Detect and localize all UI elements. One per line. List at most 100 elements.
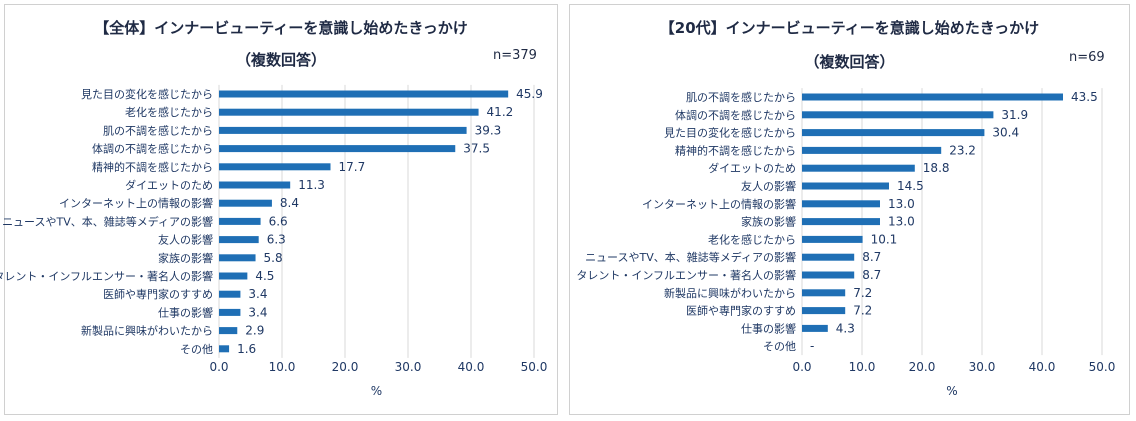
bar — [802, 182, 889, 190]
category-label: 医師や専門家のすすめ — [103, 287, 213, 301]
category-label: 新製品に興味がわいたから — [81, 324, 213, 338]
category-label: 家族の影響 — [158, 251, 213, 265]
chart-subtitle: （複数回答） — [804, 53, 895, 71]
x-tick-label: 10.0 — [849, 360, 876, 374]
bar — [219, 145, 456, 153]
x-tick-label: 20.0 — [909, 360, 936, 374]
value-label: 4.5 — [255, 269, 274, 283]
x-tick-label: 20.0 — [332, 360, 359, 374]
category-label: タレント・インフルエンサー・著名人の影響 — [0, 269, 213, 283]
x-tick-label: 0.0 — [209, 360, 228, 374]
value-label: 2.9 — [245, 324, 264, 338]
bar — [802, 271, 855, 279]
category-label: タレント・インフルエンサー・著名人の影響 — [576, 268, 796, 282]
value-label: 5.8 — [264, 251, 283, 265]
bar — [802, 200, 880, 208]
chart-panel-20s: 【20代】インナービューティーを意識し始めたきっかけ （複数回答） n=69 0… — [569, 4, 1130, 415]
bar — [802, 307, 846, 315]
category-label: 精神的不調を感じたから — [675, 143, 796, 157]
bar — [219, 90, 509, 98]
value-label: 6.3 — [267, 233, 286, 247]
category-label: 見た目の変化を感じたから — [81, 87, 213, 101]
value-label: 8.7 — [862, 250, 881, 264]
bar — [219, 126, 467, 134]
category-label: 老化を感じたから — [125, 105, 213, 119]
category-label: 仕事の影響 — [158, 305, 213, 319]
value-label: 17.7 — [339, 160, 366, 174]
category-label: 肌の不調を感じたから — [686, 90, 796, 104]
bar — [219, 290, 241, 298]
category-label: 体調の不調を感じたから — [92, 142, 213, 156]
bar — [802, 218, 880, 226]
value-label: 7.2 — [853, 304, 872, 318]
value-label: 30.4 — [992, 126, 1019, 140]
category-label: その他 — [763, 340, 796, 353]
category-label: その他 — [180, 343, 213, 356]
bar — [219, 217, 261, 225]
value-label: 3.4 — [248, 287, 267, 301]
category-label: 新製品に興味がわいたから — [664, 286, 796, 300]
chart-title: 【全体】インナービューティーを意識し始めたきっかけ — [94, 19, 468, 37]
value-label: 39.3 — [475, 123, 502, 137]
value-label: 7.2 — [853, 286, 872, 300]
x-tick-label: 30.0 — [969, 360, 996, 374]
bar — [802, 289, 846, 297]
category-label: 仕事の影響 — [741, 321, 796, 335]
x-axis-label: % — [946, 384, 957, 398]
category-label: 体調の不調を感じたから — [675, 108, 796, 122]
bar-chart-20s: 0.0 10.0 20.0 30.0 40.0 50.0% 肌の不調を感じたから 43.5 体調… — [576, 88, 1115, 398]
x-tick-label: 30.0 — [395, 360, 422, 374]
chart-title: 【20代】インナービューティーを意識し始めたきっかけ — [659, 19, 1040, 37]
value-label: - — [810, 339, 814, 353]
x-tick-label: 40.0 — [1029, 360, 1056, 374]
value-label: 31.9 — [1001, 108, 1028, 122]
bar — [802, 324, 828, 332]
value-label: 13.0 — [888, 197, 915, 211]
value-label: 10.1 — [871, 232, 898, 246]
value-label: 13.0 — [888, 215, 915, 229]
category-label: ダイエットのため — [708, 161, 796, 175]
bar — [219, 181, 291, 189]
bar-chart-overall: 0.0 10.0 20.0 30.0 40.0 50.0% 見た目の変化を感じたから 45.9… — [0, 84, 548, 398]
value-label: 4.3 — [836, 321, 855, 335]
x-tick-label: 40.0 — [458, 360, 485, 374]
value-label: 1.6 — [237, 342, 256, 356]
bar — [802, 164, 915, 172]
category-label: ダイエットのため — [125, 178, 213, 192]
value-label: 41.2 — [487, 105, 514, 119]
bar — [219, 236, 259, 244]
category-label: 友人の影響 — [158, 233, 213, 247]
value-label: 45.9 — [516, 87, 543, 101]
category-label: 友人の影響 — [741, 179, 796, 193]
value-label: 8.4 — [280, 196, 299, 210]
bar — [219, 327, 238, 335]
category-label: 肌の不調を感じたから — [103, 123, 213, 137]
bar — [802, 253, 855, 261]
x-tick-label: 50.0 — [521, 360, 548, 374]
bar — [802, 235, 863, 243]
chart-subtitle: （複数回答） — [235, 51, 326, 69]
bar — [219, 199, 272, 207]
category-label: 見た目の変化を感じたから — [664, 126, 796, 140]
category-label: ニュースやTV、本、雑誌等メディアの影響 — [585, 250, 796, 264]
value-label: 8.7 — [862, 268, 881, 282]
category-label: インターネット上の情報の影響 — [59, 196, 213, 210]
category-label: 老化を感じたから — [708, 232, 796, 246]
x-tick-label: 10.0 — [269, 360, 296, 374]
bar — [802, 93, 1063, 101]
value-label: 6.6 — [269, 214, 288, 228]
value-label: 3.4 — [248, 305, 267, 319]
bar — [219, 108, 479, 116]
bar — [802, 129, 985, 137]
category-label: 医師や専門家のすすめ — [686, 304, 796, 318]
bar — [802, 146, 942, 154]
bar — [802, 111, 994, 119]
bar — [219, 308, 241, 316]
value-label: 23.2 — [949, 143, 976, 157]
chart-panel-overall: 【全体】インナービューティーを意識し始めたきっかけ （複数回答） n=379 0… — [0, 4, 558, 415]
bar — [219, 163, 331, 171]
value-label: 18.8 — [923, 161, 950, 175]
bar — [219, 254, 256, 262]
sample-size: n=69 — [1069, 50, 1105, 65]
x-axis-label: % — [371, 384, 382, 398]
